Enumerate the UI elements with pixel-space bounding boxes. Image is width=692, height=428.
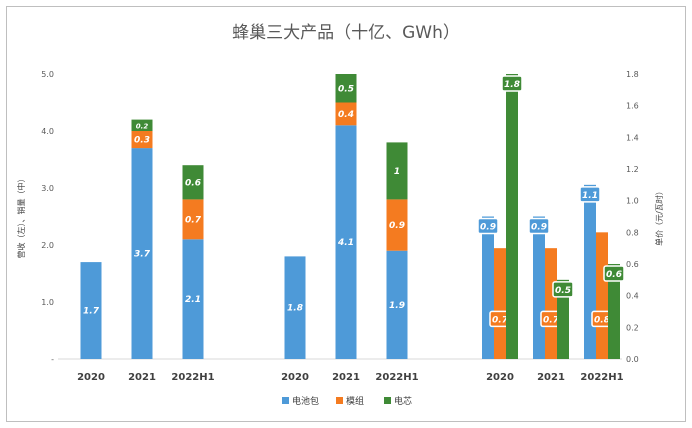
bar-pack — [335, 125, 357, 359]
y-right-tick: 0.2 — [626, 323, 639, 332]
data-label: 0.6 — [185, 178, 201, 188]
x-tick-label: 2021 — [128, 372, 156, 383]
chart-frame — [6, 6, 686, 422]
y-left-title: 营收（左）、销量（中） — [16, 175, 26, 259]
bar-module — [596, 232, 608, 359]
y-left-tick: 3.0 — [41, 184, 54, 193]
data-label-badge — [552, 281, 574, 298]
x-tick-label: 2022H1 — [580, 372, 623, 383]
bar-pack — [482, 216, 494, 359]
data-label-badge — [477, 217, 499, 235]
x-tick-label: 2021 — [332, 372, 360, 383]
bar-cell — [335, 74, 357, 103]
y-right-tick: 1.4 — [626, 133, 639, 142]
bar-pack — [80, 262, 102, 359]
data-label: 0.9 — [480, 223, 496, 233]
chart-title: 蜂巢三大产品（十亿、GWh） — [232, 23, 460, 43]
y-left-tick: - — [51, 355, 54, 364]
data-label-badge — [603, 265, 625, 282]
bar-cell — [608, 264, 620, 359]
bar-cell — [557, 279, 569, 359]
data-label: 0.6 — [606, 270, 622, 280]
x-tick-label: 2020 — [77, 372, 105, 383]
bar-pack — [284, 256, 306, 359]
legend-label: 模组 — [346, 395, 364, 407]
y-right-tick: 0.8 — [626, 228, 639, 237]
data-label: 0.7 — [185, 215, 202, 225]
data-label: 0.3 — [134, 136, 150, 146]
legend-swatch — [384, 397, 391, 404]
data-label: 0.5 — [555, 286, 571, 296]
bar-pack — [386, 250, 408, 359]
y-right-tick: 1.8 — [626, 70, 639, 79]
data-label: 0.9 — [531, 223, 547, 233]
y-left-tick: 1.0 — [41, 298, 54, 307]
data-label: 0.7 — [543, 315, 560, 325]
y-left-tick: 2.0 — [41, 241, 54, 250]
data-label: 0.8 — [594, 315, 610, 325]
data-label: 1.8 — [287, 304, 303, 314]
y-right-tick: 1.2 — [626, 165, 639, 174]
x-tick-label: 2020 — [281, 372, 309, 383]
y-right-tick: 1.6 — [626, 102, 639, 111]
data-label: 0.5 — [338, 84, 354, 94]
data-label-badge — [579, 186, 601, 203]
x-tick-label: 2022H1 — [375, 372, 418, 383]
y-left-tick: 4.0 — [41, 127, 54, 136]
bar-module — [335, 102, 357, 126]
bar-module — [182, 199, 204, 240]
bar-pack — [182, 239, 204, 359]
bar-pack — [131, 148, 153, 359]
data-label: 1.1 — [582, 191, 598, 201]
bar-cell — [131, 119, 153, 131]
bar-module — [131, 131, 153, 149]
legend-label: 电芯 — [394, 395, 412, 407]
bar-pack — [533, 216, 545, 359]
legend-swatch — [336, 397, 343, 404]
data-label: 0.2 — [136, 122, 149, 130]
bar-pack — [584, 184, 596, 359]
y-right-tick: 0.6 — [626, 260, 639, 269]
data-label-badge — [501, 75, 523, 92]
x-tick-label: 2022H1 — [171, 372, 214, 383]
bar-module — [494, 248, 506, 359]
data-label: 2.1 — [185, 295, 201, 305]
y-right-tick: 0.0 — [626, 355, 639, 364]
x-tick-label: 2021 — [537, 372, 565, 383]
bar-cell — [506, 74, 518, 359]
x-tick-label: 2020 — [486, 372, 514, 383]
legend-swatch — [282, 397, 289, 404]
data-label: 1.8 — [504, 80, 520, 90]
y-right-tick: 1.0 — [626, 197, 639, 206]
data-label: 0.7 — [492, 315, 509, 325]
data-label: 0.4 — [338, 110, 354, 120]
data-label: 0.9 — [389, 221, 405, 231]
bar-cell — [182, 165, 204, 200]
y-left-tick: 5.0 — [41, 70, 54, 79]
y-right-tick: 0.4 — [626, 292, 639, 301]
legend-label: 电池包 — [292, 395, 319, 407]
y-right-title: 单价（元/瓦时） — [654, 187, 664, 246]
data-label: 1.7 — [83, 307, 100, 317]
bar-cell — [386, 142, 408, 200]
data-label-badge — [528, 217, 550, 235]
data-label: 3.7 — [134, 250, 151, 260]
data-label: 4.1 — [337, 238, 354, 248]
data-label: 1.9 — [389, 301, 405, 311]
data-label: 1 — [394, 167, 400, 177]
bar-module — [545, 248, 557, 359]
bar-module — [386, 199, 408, 251]
